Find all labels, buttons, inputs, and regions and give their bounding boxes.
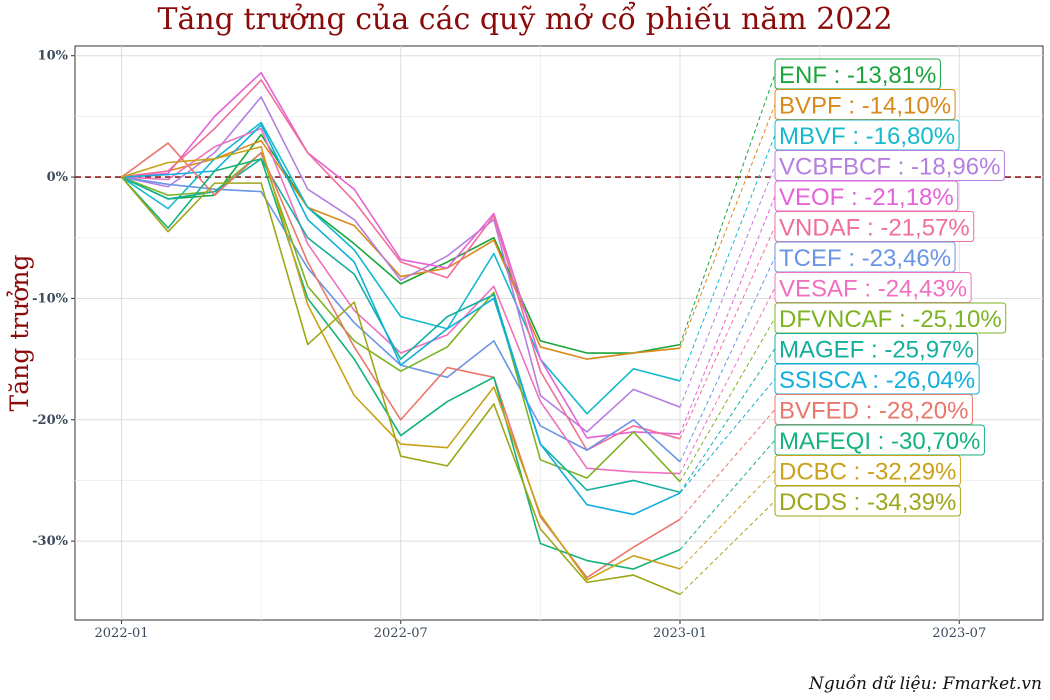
series-label-enf: ENF : -13,81% xyxy=(779,62,936,89)
series-label-mafeqi: MAFEQI : -30,70% xyxy=(779,428,980,455)
series-label-ssisca: SSISCA : -26,04% xyxy=(779,367,975,394)
x-tick-label: 2022-01 xyxy=(95,626,149,641)
series-line-bvfed xyxy=(121,142,681,579)
leader-line xyxy=(679,378,776,494)
leader-line xyxy=(679,439,776,550)
leader-line xyxy=(679,134,776,382)
leader-line xyxy=(679,226,776,440)
series-label-tcef: TCEF : -23,46% xyxy=(779,245,951,272)
y-tick-label: 0% xyxy=(47,170,69,185)
leader-line xyxy=(679,317,776,482)
leader-line xyxy=(679,348,776,493)
y-tick-label: -30% xyxy=(32,534,68,549)
series-label-bvpf: BVPF : -14,10% xyxy=(779,93,951,120)
series-label-veof: VEOF : -21,18% xyxy=(779,184,954,211)
leader-line xyxy=(679,165,776,408)
y-tick-label: 10% xyxy=(38,49,69,64)
x-tick-label: 2022-07 xyxy=(374,626,428,641)
series-line-dcds xyxy=(120,176,681,596)
leader-line xyxy=(679,104,776,349)
series-label-dcds: DCDS : -34,39% xyxy=(779,489,956,516)
series-label-dcbc: DCBC : -32,29% xyxy=(779,459,956,486)
x-tick-label: 2023-01 xyxy=(653,626,707,641)
series-label-vcbfbcf: VCBFBCF : -18,96% xyxy=(779,154,1000,181)
chart-title: Tăng trưởng của các quỹ mở cổ phiếu năm … xyxy=(157,2,893,37)
y-tick-label: -20% xyxy=(32,413,68,428)
x-tick-label: 2023-07 xyxy=(932,626,986,641)
series-line-magef xyxy=(121,158,681,493)
leader-line xyxy=(679,73,776,345)
y-axis-title: Tăng trưởng xyxy=(5,255,34,412)
series-label-vesaf: VESAF : -24,43% xyxy=(779,276,967,303)
series-label-magef: MAGEF : -25,97% xyxy=(779,337,974,364)
leader-line xyxy=(679,470,776,570)
series-label-mbvf: MBVF : -16,80% xyxy=(779,123,955,150)
leader-line xyxy=(679,256,776,462)
series-label-bvfed: BVFED : -28,20% xyxy=(779,398,968,425)
series-line-mafeqi xyxy=(120,158,681,570)
series-label-vndaf: VNDAF : -21,57% xyxy=(779,215,970,242)
series-line-veof xyxy=(121,71,681,439)
leader-line xyxy=(679,409,776,520)
leader-line xyxy=(679,500,776,595)
series-label-dfvncaf: DFVNCAF : -25,10% xyxy=(779,306,1002,333)
y-tick-label: -10% xyxy=(32,291,68,306)
data-source-note: Nguồn dữ liệu: Fmarket.vn xyxy=(808,674,1042,694)
leader-line xyxy=(679,195,776,435)
series-line-vesaf xyxy=(121,127,681,475)
series-line-dcbc xyxy=(121,145,681,581)
series-label-box xyxy=(774,485,961,517)
series-line-vcbfbcf xyxy=(121,96,681,433)
